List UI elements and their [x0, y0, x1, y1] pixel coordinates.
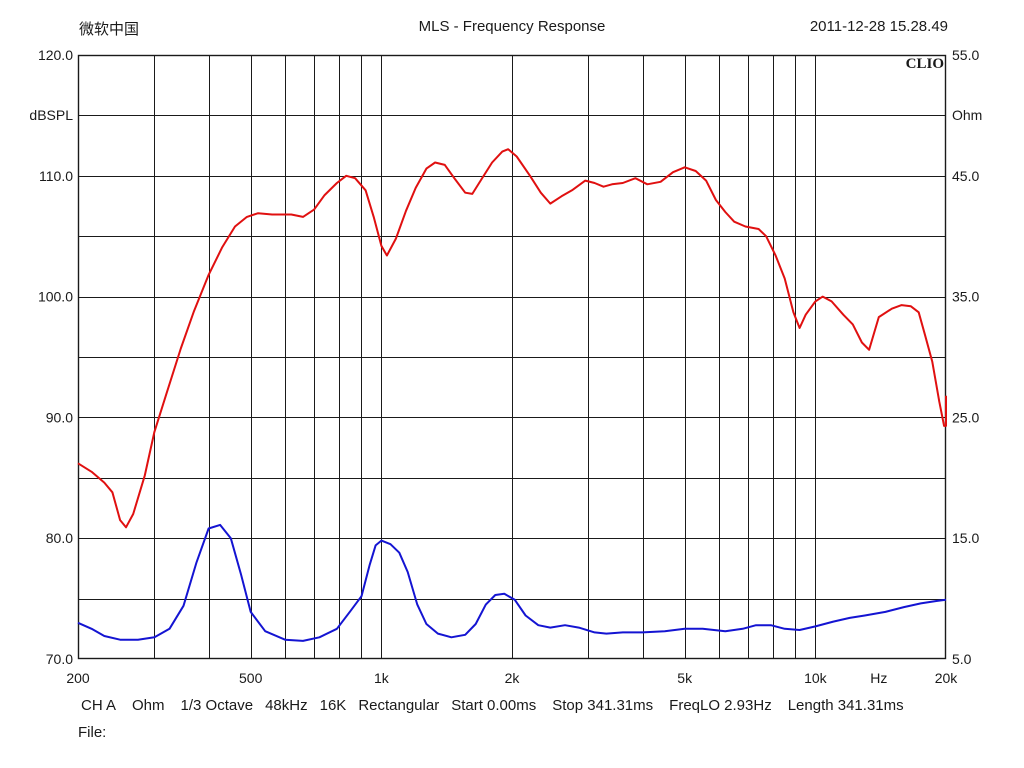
- y-right-tick-label: 15.0: [952, 530, 979, 546]
- y-right-tick-label: 45.0: [952, 168, 979, 184]
- y-left-tick-label: 70.0: [46, 651, 73, 667]
- y-right-tick-label: 5.0: [952, 651, 972, 667]
- y-right-tick-label: 55.0: [952, 47, 979, 63]
- x-tick-label: 10k: [804, 670, 828, 686]
- x-tick-label: 20k: [935, 670, 959, 686]
- y-right-tick-label: 25.0: [952, 409, 979, 425]
- y-left-tick-label: 110.0: [39, 168, 73, 184]
- file-label: File:: [78, 724, 107, 741]
- y-left-tick-label: 90.0: [46, 409, 73, 425]
- clio-logo: CLIO: [906, 56, 944, 72]
- setting-item: 16K: [319, 697, 347, 714]
- plot-frame: [77, 54, 947, 660]
- y-left-tick-label: 80.0: [46, 530, 73, 546]
- x-tick-label: 2k: [505, 670, 521, 686]
- setting-item: Ohm: [132, 697, 165, 714]
- spl-curve: [77, 148, 947, 529]
- chart-title: MLS - Frequency Response: [418, 18, 606, 35]
- y-left-tick-label: 120.0: [38, 47, 73, 63]
- y-right-tick-label: 35.0: [952, 289, 979, 305]
- setting-item: Rectangular: [358, 697, 440, 714]
- y-right-axis-label: Ohm: [952, 107, 982, 123]
- x-tick-label: 1k: [374, 670, 390, 686]
- header-title-left: 微软中国: [79, 21, 140, 38]
- measurement-settings: CH A Ohm 1/3 Octave 48kHz 16K Rectangular Star…: [81, 697, 904, 714]
- x-tick-label: 200: [66, 670, 90, 686]
- y-left-axis-label: dBSPL: [29, 107, 73, 123]
- setting-item: FreqLO 2.93Hz: [669, 697, 772, 714]
- y-left-tick-label: 100.0: [38, 289, 73, 305]
- x-tick-label: 500: [239, 670, 263, 686]
- setting-item: Length 341.31ms: [787, 697, 904, 714]
- setting-item: CH A: [81, 697, 117, 714]
- x-tick-label: 5k: [677, 670, 693, 686]
- x-axis-unit-label: Hz: [870, 670, 887, 686]
- setting-item: 48kHz: [265, 697, 308, 714]
- impedance-curve: [77, 523, 947, 642]
- header-timestamp: 2011-12-28 15.28.49: [809, 18, 948, 35]
- setting-item: 1/3 Octave: [180, 697, 254, 714]
- setting-item: Start 0.00ms: [451, 697, 537, 714]
- setting-item: Stop 341.31ms: [552, 697, 654, 714]
